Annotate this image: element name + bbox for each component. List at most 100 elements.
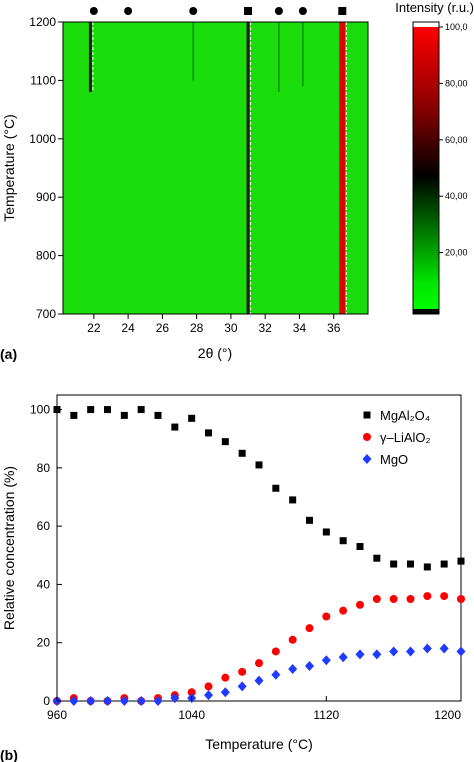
point-series0-11 — [238, 449, 246, 457]
point-series2-21 — [406, 646, 415, 657]
point-series1-12 — [255, 659, 263, 668]
point-series0-9 — [205, 429, 212, 437]
scatter-y-label: Relative concentration (%) — [1, 466, 17, 630]
scatter-y-tick-label-2: 40 — [37, 577, 51, 591]
colorbar-bottom-cap — [413, 309, 439, 314]
point-series1-16 — [322, 612, 331, 621]
colorbar: 20,00 40,00 60,00 80,00 100,0 Intensity (r.u… — [395, 0, 474, 315]
point-series2-16 — [321, 655, 331, 666]
point-series2-7 — [170, 693, 180, 704]
point-series0-2 — [87, 406, 95, 414]
point-series0-1 — [70, 411, 78, 419]
point-series1-15 — [305, 624, 314, 633]
heatmap-y-tick-label-2: 900 — [36, 190, 56, 204]
point-series2-19 — [372, 649, 382, 660]
heatmap-y-tick-label-3: 1000 — [29, 132, 56, 146]
heatmap-x-tick-label-5: 32 — [259, 321, 273, 335]
point-series2-14 — [288, 663, 298, 674]
panel-b: 960 1040 1120 1200 0 20 40 60 80 100 MgAl₂O₄ γ–Li… — [0, 394, 466, 762]
point-series1-17 — [339, 606, 348, 615]
heatmap-y-tick-label-5: 1200 — [29, 15, 56, 29]
point-series0-4 — [120, 411, 128, 419]
point-series1-9 — [204, 682, 213, 691]
heatmap-peak-4 — [301, 22, 304, 87]
point-series0-21 — [407, 560, 414, 568]
scatter-y-tick-label-5: 100 — [30, 403, 50, 417]
colorbar-ticks: 20,00 40,00 60,00 80,00 100,0 — [439, 22, 468, 258]
phase-marker-square-3 — [244, 7, 253, 15]
point-series1-22 — [423, 592, 432, 601]
heatmap-x-tick-label-4: 30 — [224, 321, 238, 335]
point-series0-18 — [356, 543, 364, 551]
heatmap-x-tick-label-2: 26 — [156, 321, 170, 335]
legend: MgAl₂O₄ γ–LiAlO₂ MgO — [362, 408, 431, 467]
colorbar-tick-label-4: 100,0 — [445, 22, 468, 32]
point-series2-17 — [338, 652, 348, 663]
point-series2-3 — [103, 696, 112, 706]
point-series2-5 — [136, 696, 146, 706]
point-series0-3 — [104, 406, 111, 414]
point-series1-8 — [187, 688, 196, 697]
heatmap-peak-5 — [339, 22, 346, 314]
heatmap-x-tick-label-0: 22 — [87, 321, 101, 335]
phase-marker-circle-2 — [189, 7, 198, 15]
point-series2-20 — [389, 646, 399, 657]
point-series2-1 — [69, 696, 79, 706]
point-series2-9 — [204, 690, 213, 701]
point-series0-5 — [137, 406, 145, 414]
heatmap-x-tick-label-1: 24 — [121, 321, 135, 335]
heatmap-y-tick-label-0: 700 — [36, 307, 56, 321]
point-series0-12 — [255, 461, 263, 469]
point-series2-11 — [237, 681, 247, 692]
scatter-x-tick-label-2: 1120 — [313, 708, 339, 722]
colorbar-tick-label-3: 80,00 — [445, 78, 468, 88]
point-series1-10 — [221, 673, 230, 682]
point-series2-13 — [271, 669, 281, 680]
point-series1-23 — [440, 592, 449, 601]
heatmap-x-ticks: 22 24 26 28 30 32 34 36 — [87, 314, 341, 335]
heatmap-y-tick-label-1: 800 — [36, 249, 56, 263]
point-series1-20 — [389, 595, 398, 603]
point-series0-15 — [306, 516, 313, 524]
phase-marker-circle-5 — [298, 7, 307, 15]
colorbar-top-cap — [413, 22, 439, 27]
scatter-y-tick-label-0: 0 — [43, 694, 50, 708]
panel-label-a: (a) — [0, 346, 17, 362]
point-series1-24 — [457, 595, 465, 603]
point-series2-10 — [220, 687, 230, 698]
legend-marker-1 — [363, 433, 371, 441]
point-series0-8 — [188, 414, 196, 422]
phase-marker-circle-0 — [89, 7, 98, 15]
heatmap-frame — [62, 21, 369, 315]
phase-marker-circle-4 — [274, 7, 283, 15]
scatter-y-ticks: 0 20 40 60 80 100 — [30, 403, 62, 708]
scatter-x-tick-label-1: 1040 — [178, 708, 205, 722]
legend-label-0: MgAl₂O₄ — [380, 408, 430, 423]
scatter-x-tick-label-3: 1200 — [434, 708, 461, 722]
phase-marker-square-6 — [338, 7, 347, 15]
point-series2-24 — [456, 646, 466, 657]
legend-marker-0 — [363, 411, 371, 419]
panel-a: 22 24 26 28 30 32 34 36 700 800 900 1000 1100 1200 2… — [0, 0, 474, 362]
colorbar-tick-label-2: 60,00 — [445, 135, 468, 145]
colorbar-frame — [412, 21, 440, 315]
heatmap-peaks — [88, 22, 347, 314]
heatmap-peak-3 — [277, 22, 280, 93]
scatter-x-tick-label-0: 960 — [47, 708, 67, 722]
scatter-x-label: Temperature (°C) — [205, 736, 313, 752]
phase-marker-circle-1 — [124, 7, 133, 15]
heatmap-y-label: Temperature (°C) — [1, 114, 17, 222]
point-series2-12 — [254, 675, 264, 686]
scatter-y-tick-label-3: 60 — [37, 519, 51, 533]
point-series0-17 — [339, 537, 347, 545]
point-series0-16 — [322, 528, 330, 536]
point-series0-13 — [272, 484, 280, 492]
point-series2-6 — [153, 696, 163, 706]
scatter-y-tick-label-1: 20 — [37, 636, 51, 650]
point-series0-6 — [154, 411, 162, 419]
heatmap-peak-1 — [192, 22, 195, 81]
heatmap-x-label: 2θ (°) — [198, 345, 232, 361]
scatter-x-ticks: 960 1040 1120 1200 — [47, 696, 462, 722]
point-series2-2 — [86, 696, 96, 706]
